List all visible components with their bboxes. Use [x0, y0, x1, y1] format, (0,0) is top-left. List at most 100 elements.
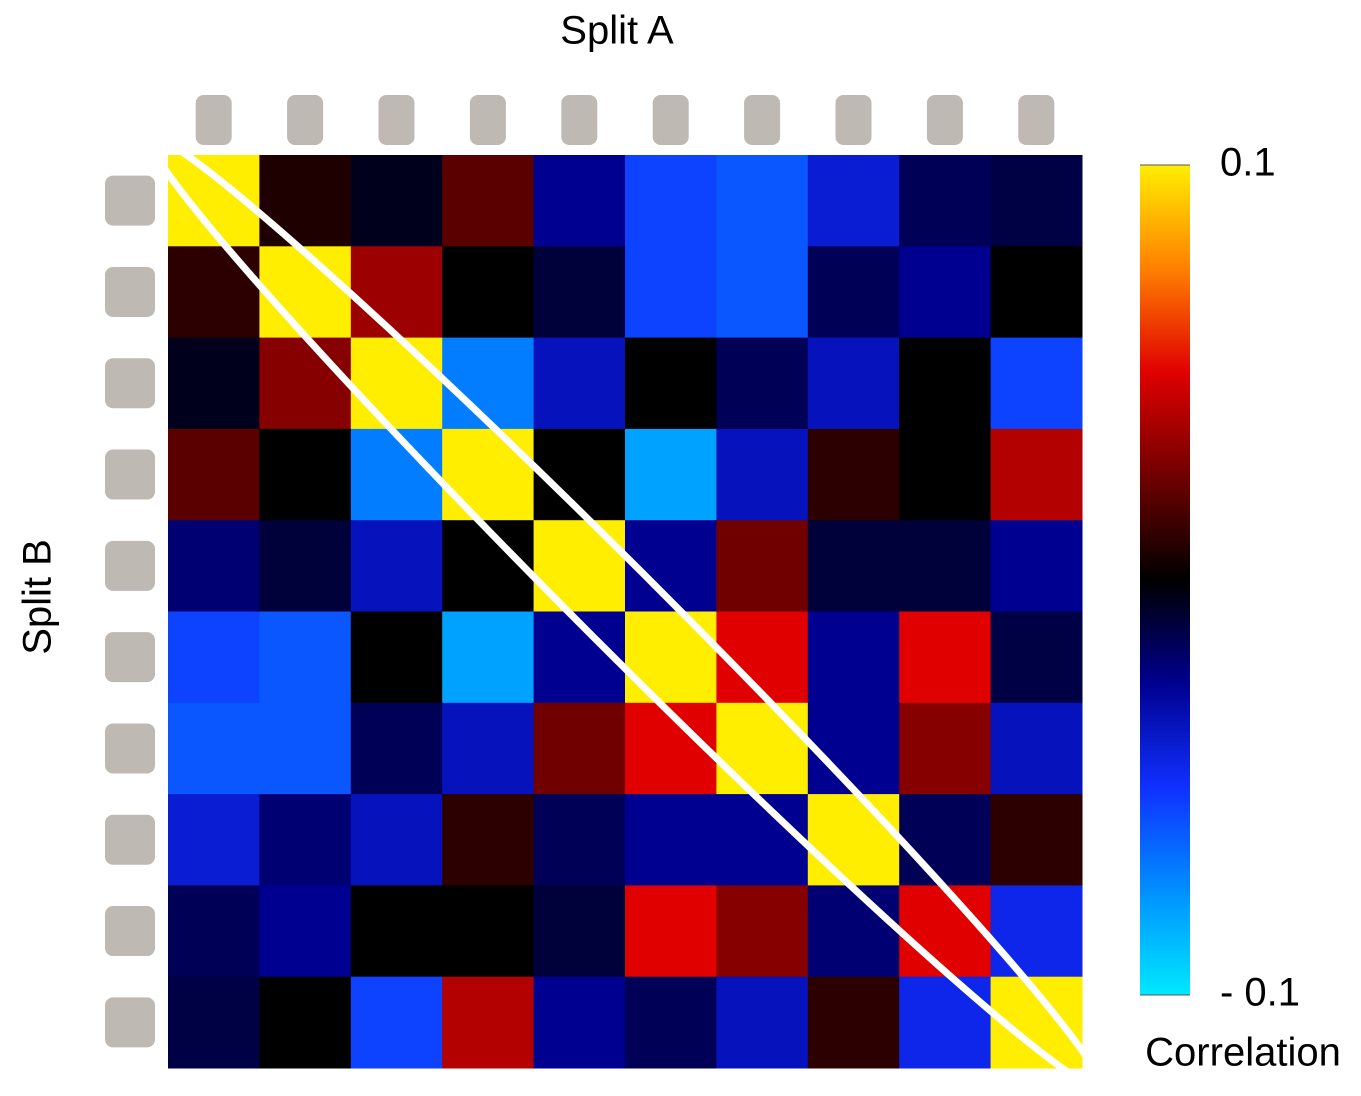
heatmap-cell [168, 885, 260, 977]
heatmap-cell [351, 429, 443, 521]
heatmap-cell [991, 703, 1083, 795]
heatmap-cell [351, 338, 443, 430]
heatmap-cell [808, 885, 900, 977]
heatmap-cell [899, 155, 991, 247]
colorbar-tick-label: - 0.1 [1220, 971, 1300, 1015]
category-icon [836, 95, 872, 145]
heatmap-cell [808, 338, 900, 430]
heatmap-cell [168, 612, 260, 704]
heatmap-cell [899, 429, 991, 521]
heatmap-cell [899, 612, 991, 704]
heatmap-cell [534, 246, 626, 338]
category-icon [287, 95, 323, 145]
heatmap-cell [168, 520, 260, 612]
heatmap-cell [351, 520, 443, 612]
heatmap-cell [625, 885, 717, 977]
heatmap-cell [351, 977, 443, 1069]
heatmap-cell [716, 429, 808, 521]
heatmap-cell [991, 794, 1083, 886]
category-icon [105, 997, 155, 1047]
heatmap-cell [808, 520, 900, 612]
heatmap-cell [259, 338, 351, 430]
heatmap-cell [808, 977, 900, 1069]
heatmap-cell [991, 338, 1083, 430]
heatmap-cell [442, 703, 534, 795]
heatmap-cell [716, 703, 808, 795]
heatmap-cell [534, 703, 626, 795]
category-icon [927, 95, 963, 145]
heatmap-cell [168, 246, 260, 338]
heatmap-cell [442, 885, 534, 977]
heatmap-cell [808, 155, 900, 247]
heatmap-cell [808, 246, 900, 338]
heatmap-cell [442, 338, 534, 430]
colorbar-label: Correlation [1145, 1031, 1341, 1075]
heatmap-cell [442, 612, 534, 704]
heatmap-cell [259, 155, 351, 247]
y-axis-label: Split B [16, 539, 60, 655]
heatmap-cell [259, 246, 351, 338]
heatmap-cell [716, 338, 808, 430]
heatmap-cell [168, 977, 260, 1069]
heatmap-cell [534, 794, 626, 886]
heatmap-cell [259, 520, 351, 612]
heatmap-cell [351, 246, 443, 338]
heatmap-cell [534, 520, 626, 612]
heatmap-cell [899, 246, 991, 338]
heatmap-cell [442, 977, 534, 1069]
category-icon [561, 95, 597, 145]
heatmap-cell [899, 703, 991, 795]
heatmap-cell [625, 794, 717, 886]
heatmap-cell [716, 246, 808, 338]
heatmap-cell [625, 155, 717, 247]
heatmap-cell [991, 155, 1083, 247]
x-axis-label: Split A [560, 9, 674, 53]
heatmap-cell [259, 429, 351, 521]
heatmap-cell [991, 612, 1083, 704]
category-icon [105, 723, 155, 773]
heatmap-cell [899, 520, 991, 612]
heatmap-cell [442, 246, 534, 338]
category-icon [379, 95, 415, 145]
heatmap-cell [351, 794, 443, 886]
heatmap-cell [168, 703, 260, 795]
heatmap-cell [716, 885, 808, 977]
heatmap-cell [716, 794, 808, 886]
heatmap-cell [808, 703, 900, 795]
heatmap-cell [899, 338, 991, 430]
heatmap-cell [259, 885, 351, 977]
heatmap-cell [808, 612, 900, 704]
heatmap-cell [168, 338, 260, 430]
heatmap-cell [259, 794, 351, 886]
heatmap-cell [625, 429, 717, 521]
category-icon [105, 541, 155, 591]
category-icon [196, 95, 232, 145]
category-icon [105, 450, 155, 500]
heatmap-cell [991, 429, 1083, 521]
heatmap-cell [625, 338, 717, 430]
heatmap-cell [899, 977, 991, 1069]
heatmap-cell [534, 338, 626, 430]
heatmap-cell [534, 977, 626, 1069]
heatmap-cell [991, 885, 1083, 977]
heatmap-cell [991, 246, 1083, 338]
heatmap-cell [899, 794, 991, 886]
heatmap-cell [625, 977, 717, 1069]
heatmap-cell [442, 794, 534, 886]
heatmap-cell [716, 977, 808, 1069]
colorbar [1140, 165, 1190, 995]
category-icon [105, 906, 155, 956]
heatmap-cell [351, 703, 443, 795]
heatmap-cell [625, 246, 717, 338]
heatmap [168, 155, 1083, 1069]
category-icon [1018, 95, 1054, 145]
heatmap-cell [899, 885, 991, 977]
heatmap-cell [442, 155, 534, 247]
category-icon [105, 815, 155, 865]
heatmap-cell [625, 612, 717, 704]
heatmap-cell [716, 155, 808, 247]
category-icon [653, 95, 689, 145]
heatmap-cell [534, 155, 626, 247]
heatmap-cell [259, 977, 351, 1069]
category-icon [744, 95, 780, 145]
